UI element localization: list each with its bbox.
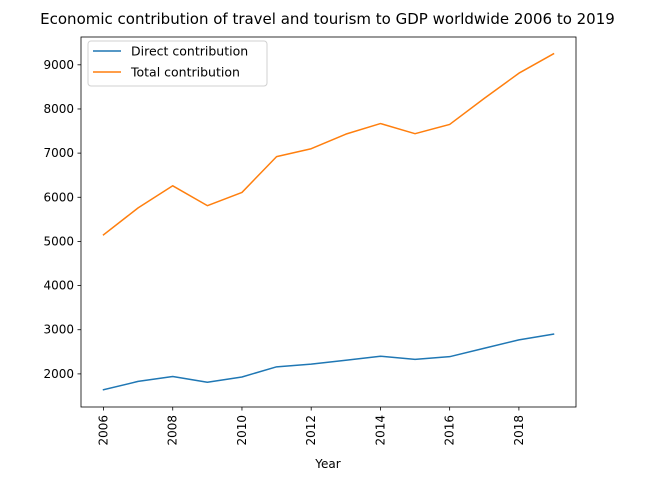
data-point-2-2006 — [102, 234, 104, 236]
data-point-2-2019 — [552, 53, 554, 55]
legend-box — [87, 40, 268, 87]
x-tick-label: 2006 — [97, 415, 111, 446]
y-axis: 2000 3000 4000 5000 6000 7000 8000 9000 — [43, 58, 81, 381]
x-tick-label: 2012 — [304, 415, 318, 446]
legend: Direct contribution Total contribution — [87, 40, 268, 87]
data-point-2-2008 — [172, 185, 174, 187]
y-tick-label: 4000 — [43, 279, 74, 293]
data-point-1-2016 — [448, 355, 450, 357]
y-tick-label: 9000 — [43, 58, 74, 72]
series-line-2 — [102, 52, 555, 236]
plot-frame — [80, 36, 577, 408]
data-point-2-2016 — [448, 123, 450, 125]
data-point-2-2009 — [206, 204, 208, 206]
data-point-2-2018 — [518, 72, 520, 74]
data-point-1-2006 — [102, 389, 104, 391]
y-tick-label: 2000 — [43, 367, 74, 381]
data-point-1-2009 — [206, 381, 208, 383]
y-tick-label: 6000 — [43, 190, 74, 204]
series-line-1 — [102, 333, 555, 391]
data-point-1-2018 — [518, 339, 520, 341]
data-point-1-2015 — [414, 358, 416, 360]
data-point-1-2007 — [137, 380, 139, 382]
data-point-2-2007 — [137, 207, 139, 209]
data-point-2-2015 — [414, 132, 416, 134]
legend-label-1: Direct contribution — [131, 44, 248, 59]
y-tick-label: 8000 — [43, 102, 74, 116]
data-point-1-2008 — [172, 375, 174, 377]
x-tick-label: 2008 — [166, 415, 180, 446]
data-point-1-2017 — [483, 347, 485, 349]
x-tick-label: 2016 — [443, 415, 457, 446]
data-point-2-2011 — [275, 155, 277, 157]
plot-area — [80, 36, 577, 408]
x-tick-label: 2010 — [235, 415, 249, 446]
data-point-2-2012 — [310, 148, 312, 150]
x-axis: 2006 2008 2010 2012 2014 2016 2018 — [97, 407, 526, 446]
x-axis-label: Year — [314, 457, 340, 471]
x-tick-label: 2018 — [512, 415, 526, 446]
chart-title: Economic contribution of travel and tour… — [40, 10, 615, 28]
y-tick-label: 5000 — [43, 234, 74, 248]
data-point-1-2014 — [379, 355, 381, 357]
data-point-1-2011 — [275, 366, 277, 368]
x-tick-label: 2014 — [373, 415, 387, 446]
data-point-1-2010 — [241, 376, 243, 378]
legend-label-2: Total contribution — [130, 65, 240, 80]
y-tick-label: 3000 — [43, 323, 74, 337]
data-point-2-2014 — [379, 122, 381, 124]
data-point-1-2013 — [345, 359, 347, 361]
data-point-2-2017 — [483, 97, 485, 99]
data-point-2-2010 — [241, 191, 243, 193]
data-point-1-2012 — [310, 363, 312, 365]
data-point-2-2013 — [345, 133, 347, 135]
y-tick-label: 7000 — [43, 146, 74, 160]
data-point-1-2019 — [552, 333, 554, 335]
